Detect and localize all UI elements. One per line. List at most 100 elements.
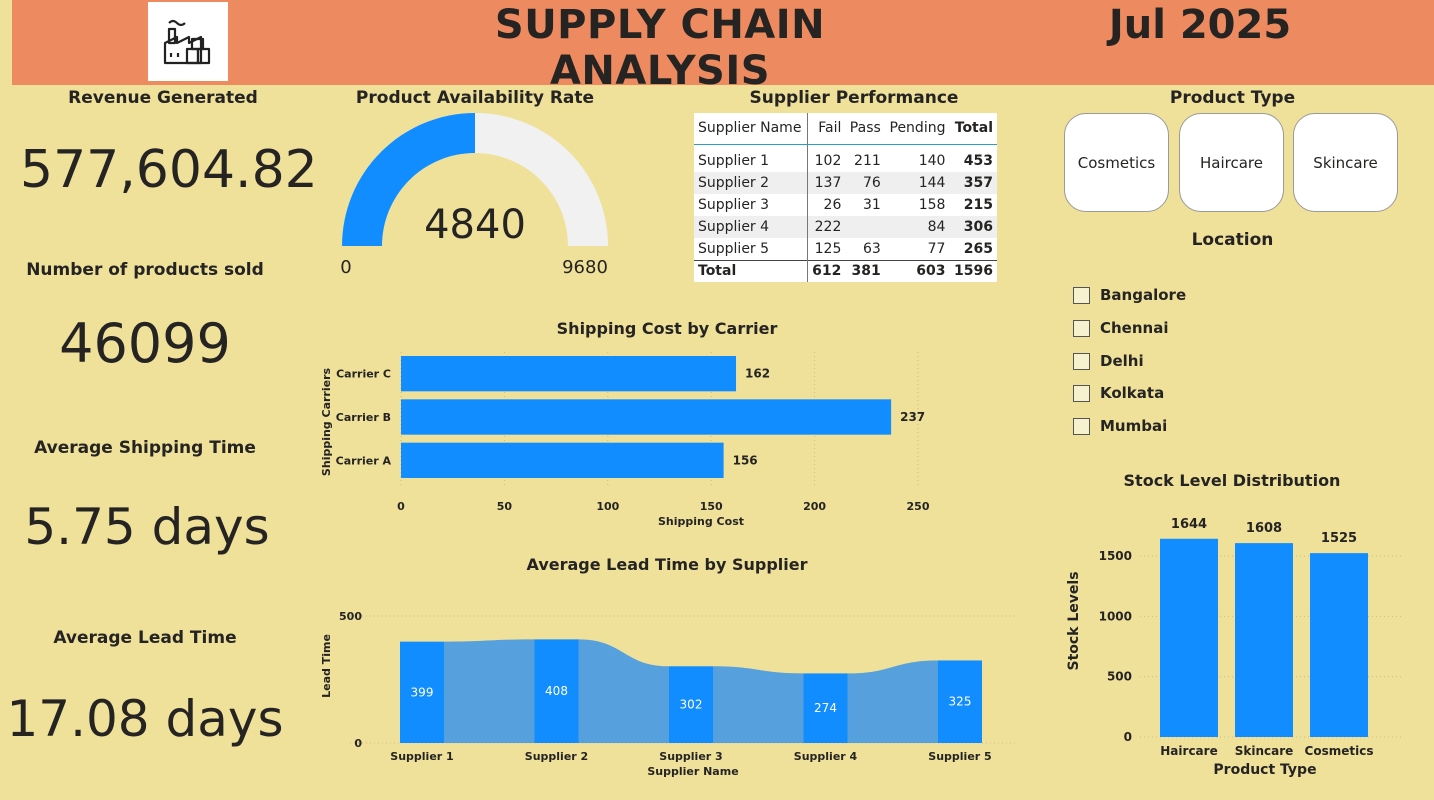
y-tick-label: 1000 xyxy=(1099,609,1132,623)
checkbox[interactable] xyxy=(1073,384,1090,402)
data-label: 274 xyxy=(814,701,837,715)
table-cell: 26 xyxy=(823,197,842,213)
product-type-button-cosmetics[interactable]: Cosmetics xyxy=(1064,113,1169,212)
bar[interactable] xyxy=(669,666,713,743)
category-label: Supplier 4 xyxy=(794,750,858,763)
data-label: 1608 xyxy=(1246,521,1282,536)
category-label: Supplier 5 xyxy=(928,750,991,763)
column-header-pending[interactable]: Pending xyxy=(884,113,950,145)
column-header-total[interactable]: Total xyxy=(949,113,997,145)
checkbox[interactable] xyxy=(1073,286,1090,304)
kpi-revenue-value: 577,604.82 xyxy=(20,140,318,200)
ribbon-segment xyxy=(847,660,938,743)
table-row: Supplier 2 137 76 144 357 xyxy=(694,172,997,194)
table-cell: Supplier 1 xyxy=(694,144,808,172)
data-label: 162 xyxy=(745,367,770,381)
bar[interactable] xyxy=(534,639,579,743)
logo xyxy=(148,2,228,81)
x-tick-label: 0 xyxy=(397,500,405,513)
table-cell: 137 xyxy=(814,175,842,191)
table-cell: 125 xyxy=(814,240,842,257)
table-cell: 63 xyxy=(862,240,881,257)
table-cell: 381 xyxy=(845,259,885,282)
checkbox[interactable] xyxy=(1073,352,1090,370)
product-type-button-skincare[interactable]: Skincare xyxy=(1293,113,1398,212)
table-cell: 265 xyxy=(963,240,993,257)
bar[interactable] xyxy=(400,641,444,743)
stock-level-chart: Stock Level Distribution 1644 1608 1525 Ha… xyxy=(1066,471,1402,778)
location-option-delhi[interactable]: Delhi xyxy=(1073,350,1144,372)
location-option-bangalore[interactable]: Bangalore xyxy=(1073,284,1186,306)
table-total-row: Total 612 381 603 1596 xyxy=(694,259,997,282)
table-cell: 222 xyxy=(814,219,842,235)
location-label: Kolkata xyxy=(1100,384,1165,402)
ribbon-segment xyxy=(444,639,535,743)
bar[interactable] xyxy=(401,442,724,478)
table-cell: Supplier 2 xyxy=(694,172,808,194)
table-cell: 77 xyxy=(927,240,946,257)
y-axis-label: Stock Levels xyxy=(1066,571,1082,670)
table-cell: 612 xyxy=(807,259,846,282)
gauge-max: 9680 xyxy=(562,257,608,278)
y-tick-label: 500 xyxy=(1107,670,1132,684)
category-label: Carrier C xyxy=(336,368,391,381)
column-header-fail[interactable]: Fail xyxy=(807,113,846,145)
availability-gauge: 4840 0 9680 xyxy=(340,113,608,278)
data-label: 408 xyxy=(545,684,568,698)
category-label: Supplier 3 xyxy=(659,750,722,763)
category-label: Haircare xyxy=(1160,744,1217,758)
bar[interactable] xyxy=(401,356,737,392)
dashboard-date: Jul 2025 xyxy=(1108,2,1292,48)
location-label: Mumbai xyxy=(1100,417,1168,435)
table-row: Supplier 4 222 84 306 xyxy=(694,216,997,238)
dashboard-title: SUPPLY CHAIN ANALYSIS xyxy=(494,2,826,94)
table-cell: 140 xyxy=(918,153,946,170)
location-label: Chennai xyxy=(1100,319,1169,337)
table-cell: 211 xyxy=(854,153,881,170)
location-option-chennai[interactable]: Chennai xyxy=(1073,317,1168,339)
table-cell: Supplier 4 xyxy=(694,216,808,238)
location-option-mumbai[interactable]: Mumbai xyxy=(1073,415,1167,437)
table-cell: 102 xyxy=(814,153,842,170)
gauge-min: 0 xyxy=(340,257,351,278)
y-axis-label: Lead Time xyxy=(320,634,333,698)
y-tick-label: 0 xyxy=(1124,730,1132,744)
kpi-products-sold-value: 46099 xyxy=(59,312,231,375)
gauge-fill xyxy=(342,113,475,246)
bar[interactable] xyxy=(1160,538,1218,737)
checkbox[interactable] xyxy=(1073,417,1090,435)
y-tick-label: 1500 xyxy=(1099,549,1132,563)
chart-title: Stock Level Distribution xyxy=(1124,471,1341,490)
bar[interactable] xyxy=(1235,543,1293,737)
bar[interactable] xyxy=(1310,553,1368,737)
kpi-lead-time-label: Average Lead Time xyxy=(53,628,237,648)
column-header-pass[interactable]: Pass xyxy=(845,113,885,145)
y-tick-label: 500 xyxy=(339,610,362,623)
table-row: Supplier 1 102 211 140 453 xyxy=(694,144,997,172)
ribbon-segment xyxy=(578,639,669,743)
location-option-kolkata[interactable]: Kolkata xyxy=(1073,382,1164,404)
table-cell: 357 xyxy=(963,175,993,191)
kpi-revenue-label: Revenue Generated xyxy=(68,88,258,108)
location-label: Bangalore xyxy=(1100,286,1187,304)
data-label: 1644 xyxy=(1171,517,1207,532)
product-type-button-haircare[interactable]: Haircare xyxy=(1179,113,1284,212)
table-cell: 31 xyxy=(862,197,881,213)
x-axis-label: Product Type xyxy=(1213,762,1316,778)
column-header-supplier-name[interactable]: Supplier Name xyxy=(694,113,808,145)
bar[interactable] xyxy=(803,673,848,743)
checkbox[interactable] xyxy=(1073,319,1090,337)
bar[interactable] xyxy=(401,399,892,435)
table-cell: Supplier 3 xyxy=(694,194,808,216)
table-row: Supplier 5 125 63 77 265 xyxy=(694,238,997,260)
gauge-title: Product Availability Rate xyxy=(355,88,595,108)
data-label: 399 xyxy=(411,685,434,699)
table-cell: 453 xyxy=(963,153,993,170)
data-label: 302 xyxy=(680,698,703,712)
y-axis-label: Shipping Carriers xyxy=(320,367,333,476)
bar[interactable] xyxy=(938,660,982,743)
supplier-table-title: Supplier Performance xyxy=(749,88,959,108)
x-tick-label: 100 xyxy=(596,500,619,513)
y-tick-label: 0 xyxy=(354,737,362,750)
data-label: 156 xyxy=(733,453,758,467)
